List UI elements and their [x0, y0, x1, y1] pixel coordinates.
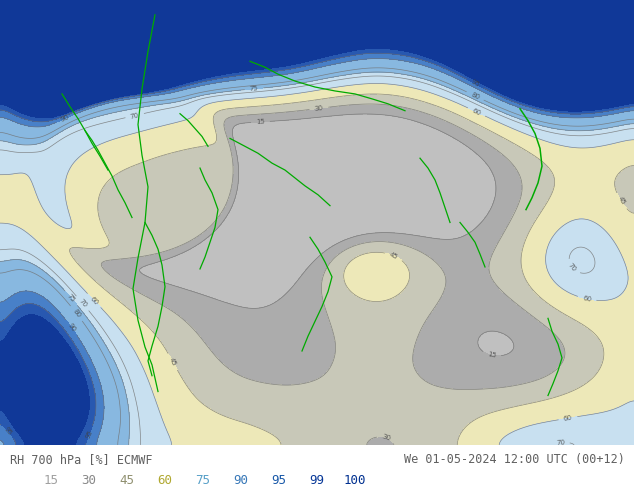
Text: 30: 30 — [381, 434, 391, 442]
Text: 80: 80 — [72, 308, 82, 319]
Text: 99: 99 — [309, 473, 325, 487]
Text: 45: 45 — [119, 473, 134, 487]
Text: 75: 75 — [249, 85, 259, 92]
Text: 70: 70 — [567, 262, 578, 273]
Text: 90: 90 — [67, 322, 77, 333]
Text: 70: 70 — [555, 439, 565, 445]
Text: 80: 80 — [470, 91, 481, 100]
Text: 95: 95 — [470, 79, 481, 88]
Text: 45: 45 — [389, 251, 399, 260]
Text: 45: 45 — [168, 357, 178, 367]
Text: 15: 15 — [256, 119, 265, 125]
Text: 60: 60 — [582, 295, 592, 303]
Text: 70: 70 — [129, 112, 139, 120]
Text: 30: 30 — [314, 105, 324, 112]
Text: 75: 75 — [195, 473, 210, 487]
Text: 60: 60 — [471, 107, 482, 117]
Text: 100: 100 — [344, 473, 366, 487]
Text: 90: 90 — [233, 473, 249, 487]
Text: 95: 95 — [84, 429, 93, 440]
Text: 70: 70 — [77, 298, 87, 309]
Text: 60: 60 — [563, 415, 573, 422]
Text: 60: 60 — [89, 295, 100, 306]
Text: 30: 30 — [81, 473, 96, 487]
Text: 60: 60 — [157, 473, 172, 487]
Text: 15: 15 — [487, 351, 496, 359]
Text: 95: 95 — [271, 473, 287, 487]
Text: RH 700 hPa [%] ECMWF: RH 700 hPa [%] ECMWF — [10, 453, 152, 466]
Text: 90: 90 — [60, 114, 70, 123]
Text: We 01-05-2024 12:00 UTC (00+12): We 01-05-2024 12:00 UTC (00+12) — [404, 453, 624, 466]
Text: 75: 75 — [66, 293, 77, 303]
Text: 95: 95 — [3, 425, 13, 436]
Text: 15: 15 — [43, 473, 58, 487]
Text: 45: 45 — [616, 196, 626, 206]
